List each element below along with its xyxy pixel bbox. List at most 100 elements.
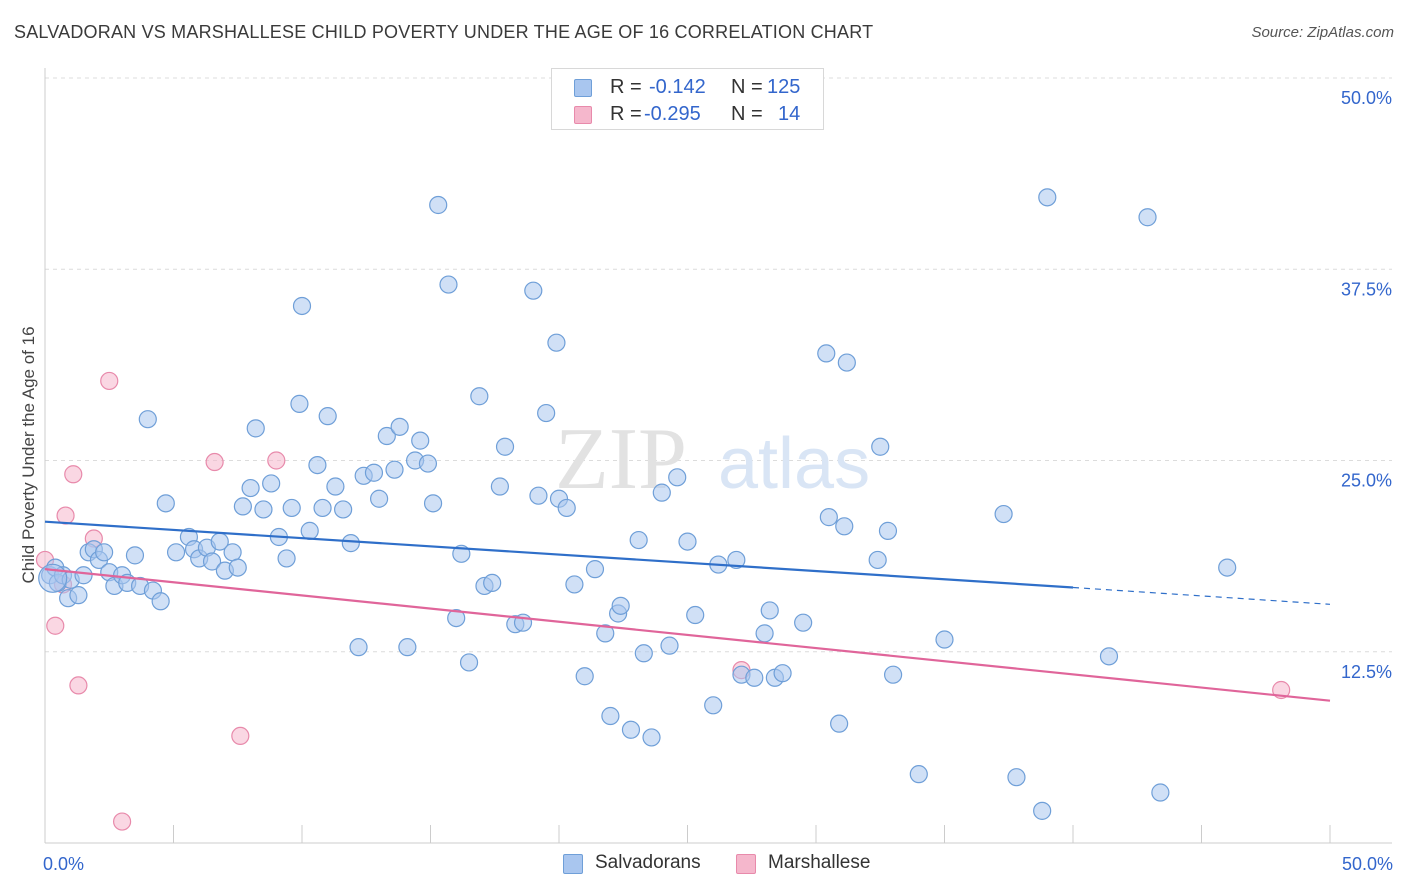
salvadoran-point (385, 460, 404, 479)
marshallese-trend-line (44, 568, 1331, 702)
salvadoran-point (1151, 783, 1170, 802)
salvadoran-point (490, 477, 509, 496)
salvadoran-point (429, 195, 448, 215)
salvadoran-point (629, 530, 648, 550)
salvadoran-point (565, 575, 584, 594)
salvadoran-point (994, 504, 1013, 524)
marshallese-point (231, 726, 250, 746)
marshallese-n-value: 14 (778, 103, 801, 125)
salvadoran-point (495, 437, 515, 456)
salvadoran-point (125, 546, 145, 565)
y-tick-label: 37.5% (1341, 279, 1392, 299)
salvadoran-point (228, 558, 247, 577)
y-tick-label: 50.0% (1341, 88, 1392, 108)
salvadoran-point (652, 483, 671, 502)
salvadoran-point (246, 419, 265, 438)
salvadoran-point (557, 498, 576, 518)
salvadoran-point (621, 720, 641, 739)
salvadoran-point (575, 667, 594, 686)
trend-lines (44, 520, 1331, 702)
salvadoran-point (313, 498, 332, 518)
n-label: N = (731, 103, 763, 125)
tick-labels: 12.5% 25.0% 37.5% 50.0% 0.0% 50.0% (43, 88, 1393, 874)
salvadoran-point (660, 636, 679, 655)
salvadoran-point (241, 478, 260, 498)
salvadoran-point (1218, 558, 1237, 577)
salvadoran-point (935, 630, 954, 649)
salvadoran-point (524, 281, 543, 300)
salvadoran-point (282, 498, 301, 518)
salvadoran-point (837, 353, 856, 372)
salvadoran-point (760, 601, 779, 620)
correlation-legend: R = -0.142 N = 125 R = -0.295 N = 14 (551, 68, 824, 130)
salvadoran-point (601, 706, 620, 726)
marshallese-legend-label: Marshallese (768, 852, 871, 873)
salvadoran-point (390, 417, 409, 436)
y-tick-label: 25.0% (1341, 471, 1392, 491)
salvadoran-n-value: 125 (767, 76, 801, 98)
watermark: ZIP atlas (555, 411, 870, 508)
salvadoran-point (642, 728, 661, 747)
n-label: N = (731, 76, 763, 98)
legend-row-marshallese: R = -0.295 N = 14 (552, 102, 823, 128)
salvadoran-point (1138, 208, 1157, 227)
salvadoran-points (38, 188, 1237, 820)
salvadoran-point (611, 596, 630, 615)
salvadoran-point (364, 463, 384, 482)
salvadoran-point (1007, 768, 1026, 787)
salvadoran-point (300, 521, 319, 540)
salvadoran-point (678, 532, 697, 551)
salvadoran-point (277, 549, 296, 568)
salvadoran-point (74, 566, 93, 585)
x-tick-label: 0.0% (43, 854, 84, 874)
salvadoran-point (233, 497, 252, 516)
salvadoran-point (223, 543, 242, 562)
salvadoran-point (439, 275, 458, 294)
watermark-atlas: atlas (718, 424, 870, 504)
salvadoran-point (447, 608, 466, 628)
salvadoran-point (537, 403, 556, 423)
salvadoran-point (529, 486, 548, 505)
salvadoran-point (69, 586, 88, 605)
salvadoran-point (704, 696, 723, 715)
y-tick-label: 12.5% (1341, 662, 1392, 682)
r-label: R = (610, 103, 642, 125)
salvadoran-point (819, 508, 838, 527)
salvadoran-point (909, 765, 928, 784)
salvadoran-legend-label: Salvadorans (595, 852, 701, 873)
salvadoran-point (1099, 647, 1119, 666)
salvadoran-point (868, 550, 887, 570)
salvadoran-point (377, 426, 396, 446)
salvadoran-point (817, 344, 836, 363)
salvadoran-point (883, 665, 903, 684)
marshallese-point (205, 452, 224, 472)
salvadoran-trend-line (44, 520, 1074, 589)
salvadoran-point (138, 410, 157, 429)
salvadoran-trend-extension (1072, 586, 1331, 605)
r-label: R = (610, 76, 642, 98)
salvadoran-point (773, 664, 792, 683)
salvadoran-point (634, 644, 653, 663)
salvadoran-point (878, 521, 898, 540)
salvadoran-point (166, 543, 186, 562)
salvadoran-point (349, 638, 368, 657)
salvadoran-point (156, 494, 175, 513)
salvadoran-point (830, 714, 849, 733)
salvadoran-point (308, 455, 327, 475)
salvadoran-point (794, 613, 813, 632)
marshallese-legend-swatch (736, 854, 756, 874)
salvadoran-point (418, 454, 438, 473)
salvadoran-point (470, 387, 489, 406)
salvadoran-point (318, 407, 337, 426)
legend-row-salvadorans: R = -0.142 N = 125 (552, 75, 823, 101)
salvadoran-legend-swatch (563, 854, 583, 874)
marshallese-point (46, 616, 65, 635)
marshallese-point (69, 676, 88, 695)
marshallese-swatch (574, 106, 592, 124)
salvadoran-point (398, 638, 417, 657)
salvadoran-point (151, 592, 170, 611)
salvadoran-point (254, 500, 273, 519)
salvadoran-point (38, 563, 68, 593)
salvadoran-point (727, 550, 746, 570)
